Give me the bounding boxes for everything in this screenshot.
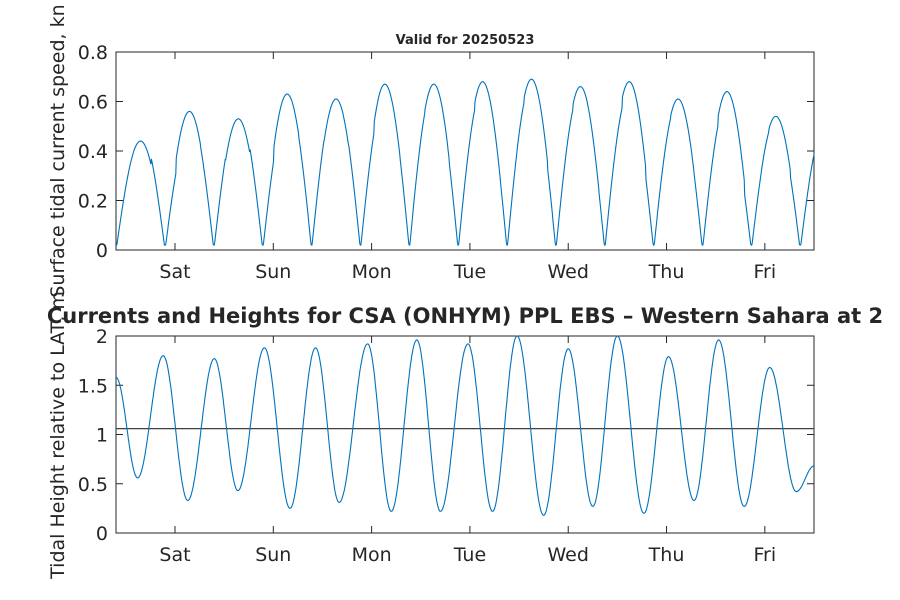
- x-ticks: Sat Sun Mon Tue Wed Thu Fri: [159, 52, 776, 283]
- x-tick-label: Wed: [548, 261, 589, 283]
- x-ticks: Sat Sun Mon Tue Wed Thu Fri: [159, 336, 776, 566]
- y-tick-label: 1.5: [78, 375, 108, 397]
- y-tick-label: 0.2: [78, 191, 108, 213]
- chart-title: Valid for 20250523: [396, 33, 535, 48]
- x-tick-label: Tue: [453, 261, 486, 283]
- x-tick-label: Sun: [255, 544, 291, 566]
- x-tick-label: Fri: [754, 544, 777, 566]
- y-tick-label: 0: [96, 523, 108, 545]
- y-axis-label: Tidal Height relative to LAT, m: [47, 291, 69, 580]
- y-tick-label: 0.8: [78, 42, 108, 64]
- plot-area: [115, 51, 815, 251]
- y-ticks: 0 0.5 1 1.5 2: [78, 326, 814, 545]
- y-tick-label: 0.6: [78, 92, 108, 114]
- current-speed-axes: 0 0.2 0.4 0.6 0.8 Sat Sun Mon Tue Wed Thu Fri Vali…: [47, 4, 815, 298]
- y-ticks: 0 0.2 0.4 0.6 0.8: [78, 42, 814, 262]
- x-tick-label: Tue: [453, 544, 486, 566]
- x-tick-label: Fri: [754, 261, 777, 283]
- x-tick-label: Mon: [352, 544, 392, 566]
- x-tick-label: Thu: [648, 261, 685, 283]
- y-tick-label: 0: [96, 240, 108, 262]
- chart-title: Currents and Heights for CSA (ONHYM) PPL…: [47, 304, 883, 328]
- x-tick-label: Mon: [352, 261, 392, 283]
- x-tick-label: Sun: [255, 261, 291, 283]
- y-tick-label: 0.5: [78, 474, 108, 496]
- y-tick-label: 1: [96, 425, 108, 447]
- series-line: [115, 78, 815, 246]
- series-lines: [115, 335, 815, 516]
- series-line: [115, 335, 815, 516]
- y-axis-label: Surface tidal current speed, kn: [47, 4, 69, 297]
- series-lines: [115, 78, 815, 246]
- x-tick-label: Thu: [648, 544, 685, 566]
- x-tick-label: Sat: [159, 544, 190, 566]
- x-tick-label: Wed: [548, 544, 589, 566]
- plot-area: [115, 335, 815, 534]
- y-tick-label: 2: [96, 326, 108, 348]
- tidal-height-axes: 0 0.5 1 1.5 2 Sat Sun Mon Tue Wed Thu Fri Currents…: [47, 291, 883, 580]
- y-tick-label: 0.4: [78, 141, 108, 163]
- x-tick-label: Sat: [159, 261, 190, 283]
